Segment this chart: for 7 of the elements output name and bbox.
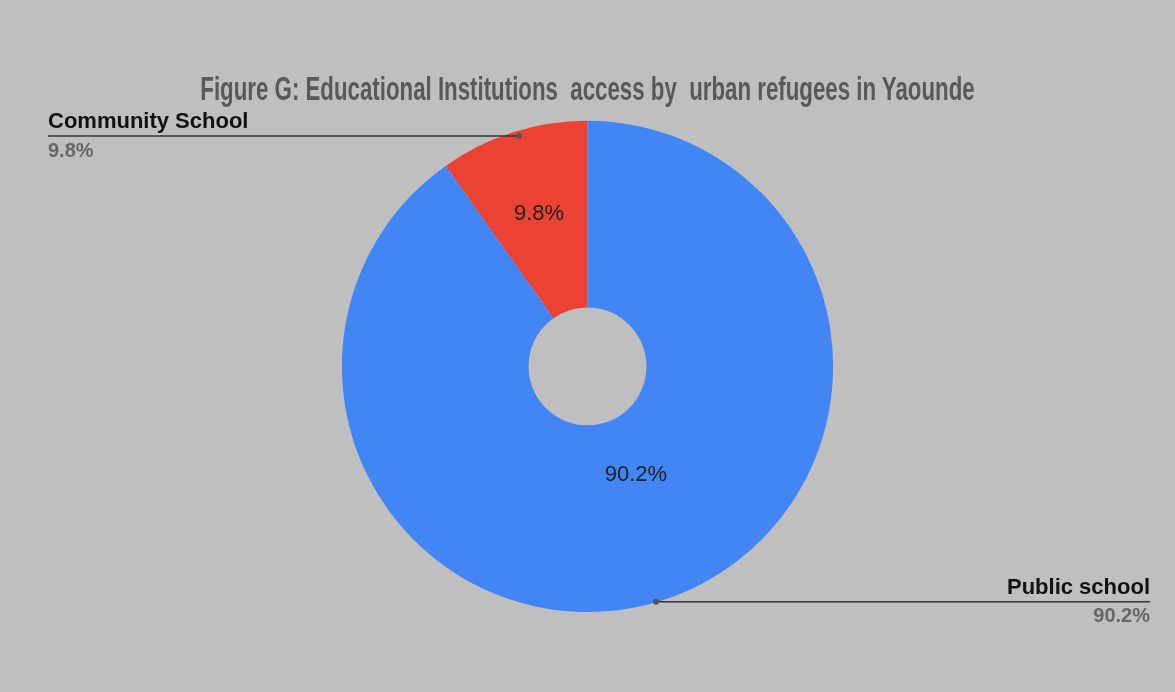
text: 90.2%	[1093, 604, 1150, 627]
slice-label: Public school	[1006, 573, 1150, 599]
data-label: 9.8%	[513, 200, 565, 226]
slice-label: Community School	[48, 108, 249, 134]
data-label: 90.2%	[604, 461, 668, 487]
text: 9.8%	[48, 138, 94, 161]
chart-title: Figure G: Educational Institutions access by urban refugees in Yaounde	[200, 69, 975, 107]
